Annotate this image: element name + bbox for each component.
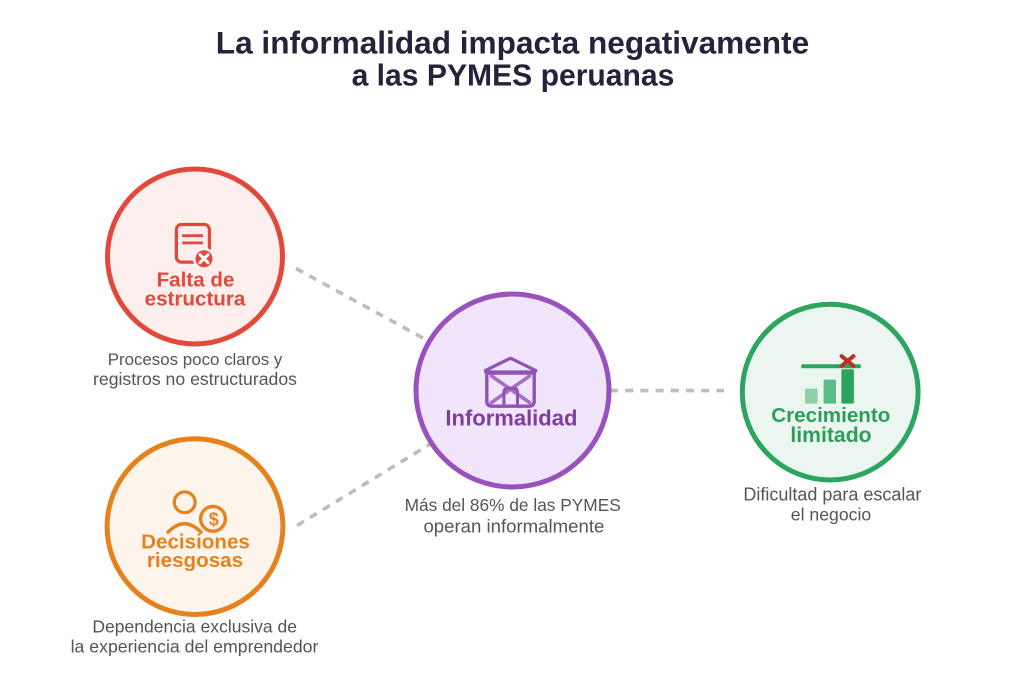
svg-text:Falta de: Falta de bbox=[157, 269, 235, 292]
svg-text:operan informalmente: operan informalmente bbox=[423, 515, 604, 536]
svg-text:Decisiones: Decisiones bbox=[141, 531, 250, 554]
svg-text:Dependencia exclusiva de: Dependencia exclusiva de bbox=[92, 616, 297, 636]
svg-text:La informalidad impacta negati: La informalidad impacta negativamente bbox=[216, 25, 809, 61]
svg-text:Procesos poco claros y: Procesos poco claros y bbox=[108, 350, 283, 369]
svg-text:Más del 86% de las PYMES: Más del 86% de las PYMES bbox=[405, 495, 621, 515]
svg-text:Informalidad: Informalidad bbox=[445, 406, 577, 431]
svg-text:riesgosas: riesgosas bbox=[147, 549, 243, 572]
svg-text:a las PYMES peruanas: a las PYMES peruanas bbox=[352, 60, 675, 93]
svg-text:el negocio: el negocio bbox=[791, 504, 872, 524]
svg-text:la experiencia del emprendedor: la experiencia del emprendedor bbox=[71, 637, 319, 657]
svg-text:estructura: estructura bbox=[145, 287, 246, 310]
svg-text:Crecimiento: Crecimiento bbox=[771, 404, 890, 427]
svg-text:registros no estructurados: registros no estructurados bbox=[93, 369, 297, 389]
svg-text:Dificultad para escalar: Dificultad para escalar bbox=[743, 484, 921, 504]
svg-text:$: $ bbox=[209, 509, 219, 529]
svg-text:limitado: limitado bbox=[790, 424, 871, 447]
